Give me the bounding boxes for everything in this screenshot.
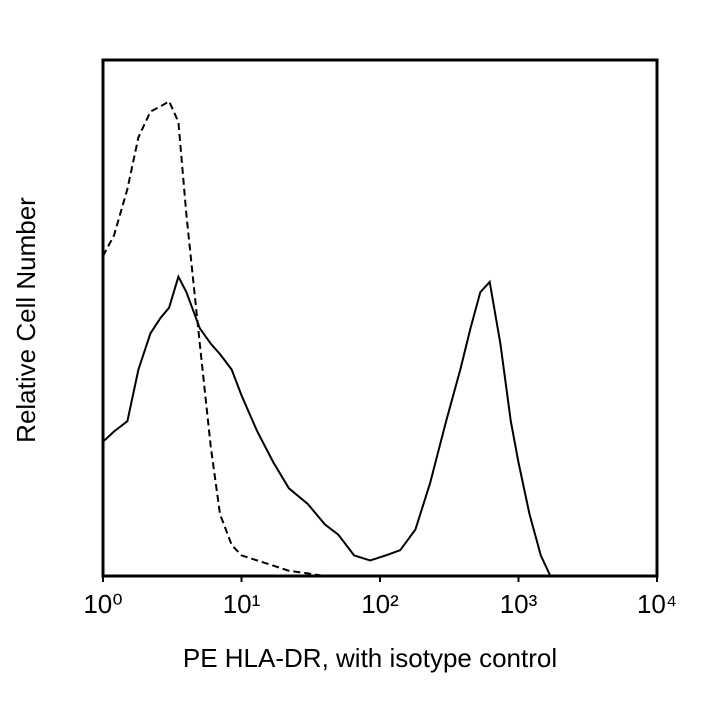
x-tick-label: 10⁴ [637, 589, 677, 619]
y-axis-label: Relative Cell Number [11, 197, 41, 443]
x-tick-label: 10² [361, 589, 399, 619]
x-tick-label: 10¹ [223, 589, 261, 619]
histogram-line [102, 274, 657, 577]
x-tick-label: 10⁰ [83, 589, 122, 619]
x-tick-label: 10³ [500, 589, 538, 619]
histogram-line [102, 99, 657, 577]
x-axis-label: PE HLA-DR, with isotype control [183, 643, 557, 673]
plot-frame [101, 58, 659, 578]
